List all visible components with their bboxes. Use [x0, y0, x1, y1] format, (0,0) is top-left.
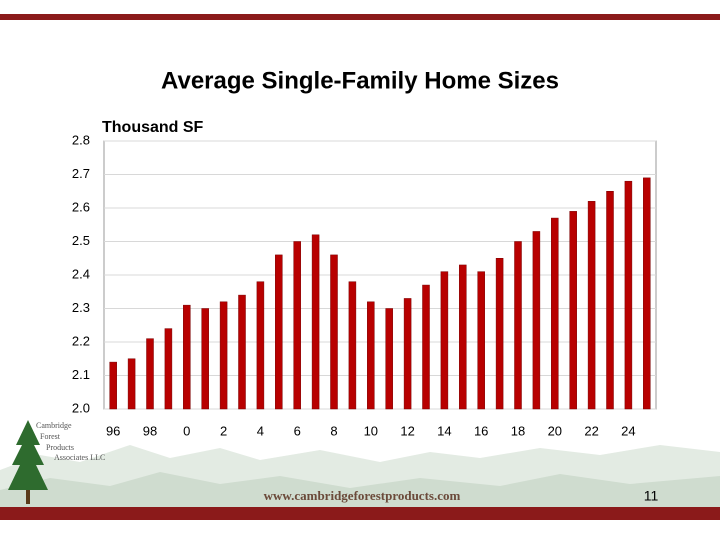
- bar: [514, 241, 522, 410]
- bar: [164, 328, 173, 410]
- x-tick-label: 6: [294, 423, 301, 438]
- logo-line: Cambridge: [36, 421, 72, 430]
- x-tick-label: 20: [548, 423, 562, 438]
- bar: [459, 264, 467, 410]
- bar: [238, 294, 246, 410]
- y-tick-label: 2.7: [72, 166, 90, 181]
- y-tick-label: 2.3: [72, 300, 90, 315]
- bar: [256, 281, 265, 410]
- bar: [367, 301, 375, 410]
- mountains-front: [0, 472, 720, 510]
- x-tick-label: 98: [143, 423, 157, 438]
- x-tick-label: 16: [474, 423, 488, 438]
- bar: [183, 304, 191, 410]
- x-tick-label: 2: [220, 423, 227, 438]
- y-tick-label: 2.4: [72, 266, 90, 281]
- bar: [551, 217, 559, 410]
- x-tick-label: 96: [106, 423, 120, 438]
- bar: [606, 191, 614, 410]
- y-tick-label: 2.8: [72, 132, 90, 147]
- bottom-band: [0, 507, 720, 520]
- bar: [385, 308, 393, 410]
- bar: [403, 298, 412, 410]
- x-tick-label: 10: [364, 423, 378, 438]
- bar: [293, 241, 301, 410]
- x-tick-label: 24: [621, 423, 635, 438]
- bar: [330, 254, 338, 410]
- bar: [348, 281, 357, 410]
- bar: [532, 231, 541, 410]
- bar: [587, 201, 596, 410]
- y-axis-label: Thousand SF: [102, 119, 204, 136]
- y-tick-label: 2.1: [72, 367, 90, 382]
- x-tick-label: 0: [183, 423, 190, 438]
- bar: [643, 177, 651, 410]
- x-tick-label: 14: [437, 423, 451, 438]
- bar: [440, 271, 449, 410]
- bar: [219, 301, 228, 410]
- x-tick-label: 8: [330, 423, 337, 438]
- x-tick-label: 18: [511, 423, 525, 438]
- bar: [146, 338, 154, 410]
- y-tick-label: 2.2: [72, 333, 90, 348]
- bar: [201, 308, 209, 410]
- y-tick-label: 2.0: [72, 400, 90, 415]
- x-tick-label: 12: [400, 423, 414, 438]
- logo-line: Forest: [40, 432, 61, 441]
- chart-title: Average Single-Family Home Sizes: [161, 67, 559, 94]
- bar: [311, 234, 320, 410]
- logo-line: Associates LLC: [54, 453, 105, 462]
- y-tick-label: 2.6: [72, 199, 90, 214]
- y-tick-label: 2.5: [72, 233, 90, 248]
- bar: [495, 258, 504, 410]
- bar: [109, 361, 117, 410]
- tree-icon: [8, 420, 48, 504]
- bar: [477, 271, 485, 410]
- page-number: 11: [644, 488, 659, 504]
- logo-line: Products: [46, 443, 74, 452]
- bar: [569, 211, 577, 410]
- bar: [275, 254, 283, 410]
- bar: [624, 180, 633, 410]
- x-tick-label: 4: [257, 423, 264, 438]
- footer-url: www.cambridgeforestproducts.com: [264, 488, 461, 503]
- bar: [127, 358, 136, 410]
- bar: [422, 284, 430, 410]
- x-tick-label: 22: [584, 423, 598, 438]
- top-band: [0, 14, 720, 20]
